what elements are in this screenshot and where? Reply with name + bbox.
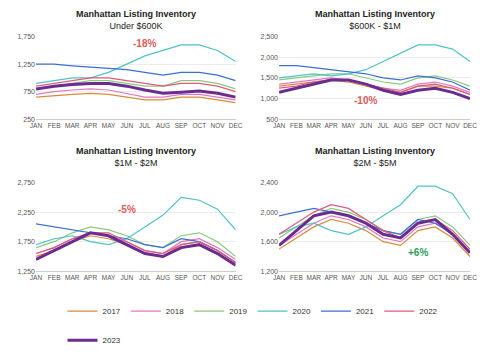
svg-text:2020: 2020 xyxy=(293,307,311,316)
svg-text:FEB: FEB xyxy=(48,122,61,129)
svg-text:APR: APR xyxy=(84,122,98,129)
svg-text:MAY: MAY xyxy=(102,274,116,281)
svg-text:JUN: JUN xyxy=(360,274,373,281)
svg-text:AUG: AUG xyxy=(394,274,408,281)
svg-text:JAN: JAN xyxy=(273,274,286,281)
svg-text:MAY: MAY xyxy=(342,274,356,281)
svg-text:DEC: DEC xyxy=(229,122,243,129)
svg-text:NOV: NOV xyxy=(210,274,225,281)
svg-text:1,200: 1,200 xyxy=(261,268,279,275)
svg-text:NOV: NOV xyxy=(446,274,461,281)
svg-text:+6%: +6% xyxy=(408,247,428,258)
svg-text:AUG: AUG xyxy=(394,122,408,129)
svg-text:JUL: JUL xyxy=(139,274,151,281)
svg-text:Manhattan Listing Inventory$60: Manhattan Listing Inventory$600K - $1M xyxy=(315,9,435,31)
svg-text:Manhattan Listing Inventory$1M: Manhattan Listing Inventory$1M - $2M xyxy=(76,146,196,168)
svg-text:-18%: -18% xyxy=(133,38,156,49)
svg-text:NOV: NOV xyxy=(210,122,225,129)
svg-text:SEP: SEP xyxy=(411,274,424,281)
svg-text:2,750: 2,750 xyxy=(17,179,35,186)
svg-text:OCT: OCT xyxy=(428,274,442,281)
svg-text:250: 250 xyxy=(23,116,35,123)
svg-text:SEP: SEP xyxy=(175,122,188,129)
svg-text:2,400: 2,400 xyxy=(261,179,279,186)
svg-text:JUL: JUL xyxy=(139,122,151,129)
svg-text:DEC: DEC xyxy=(463,122,477,129)
svg-text:2017: 2017 xyxy=(103,307,121,316)
svg-text:500: 500 xyxy=(266,116,278,123)
svg-text:MAR: MAR xyxy=(65,274,80,281)
svg-text:1,250: 1,250 xyxy=(17,268,35,275)
svg-text:APR: APR xyxy=(324,274,338,281)
svg-text:OCT: OCT xyxy=(192,274,206,281)
svg-text:2,250: 2,250 xyxy=(17,209,35,216)
svg-text:750: 750 xyxy=(23,88,35,95)
svg-text:JUN: JUN xyxy=(360,122,373,129)
svg-text:DEC: DEC xyxy=(463,274,477,281)
svg-text:FEB: FEB xyxy=(290,274,303,281)
svg-text:NOV: NOV xyxy=(446,122,461,129)
svg-text:MAR: MAR xyxy=(65,122,80,129)
svg-text:1,000: 1,000 xyxy=(261,95,279,102)
svg-text:2022: 2022 xyxy=(419,307,437,316)
svg-text:FEB: FEB xyxy=(290,122,303,129)
svg-text:JUL: JUL xyxy=(377,122,389,129)
svg-text:OCT: OCT xyxy=(192,122,206,129)
svg-text:AUG: AUG xyxy=(156,122,170,129)
svg-text:JAN: JAN xyxy=(273,122,286,129)
svg-text:1,250: 1,250 xyxy=(17,61,35,68)
svg-text:SEP: SEP xyxy=(411,122,424,129)
svg-text:-10%: -10% xyxy=(354,95,377,106)
svg-text:JUN: JUN xyxy=(120,122,133,129)
svg-text:JUN: JUN xyxy=(120,274,133,281)
svg-text:Manhattan Listing Inventory$2M: Manhattan Listing Inventory$2M - $5M xyxy=(315,146,435,168)
svg-text:2021: 2021 xyxy=(356,307,374,316)
svg-text:1,500: 1,500 xyxy=(261,74,279,81)
svg-text:SEP: SEP xyxy=(175,274,188,281)
svg-text:DEC: DEC xyxy=(229,274,243,281)
svg-text:APR: APR xyxy=(84,274,98,281)
svg-text:MAY: MAY xyxy=(342,122,356,129)
svg-text:2018: 2018 xyxy=(166,307,184,316)
svg-text:MAR: MAR xyxy=(307,122,322,129)
svg-text:2019: 2019 xyxy=(229,307,247,316)
svg-text:AUG: AUG xyxy=(156,274,170,281)
svg-text:JAN: JAN xyxy=(30,274,43,281)
svg-text:JAN: JAN xyxy=(30,122,43,129)
svg-text:2,500: 2,500 xyxy=(261,33,279,40)
svg-text:2,000: 2,000 xyxy=(261,209,279,216)
svg-text:1,750: 1,750 xyxy=(17,238,35,245)
svg-text:1,750: 1,750 xyxy=(17,33,35,40)
svg-text:APR: APR xyxy=(324,122,338,129)
svg-text:OCT: OCT xyxy=(428,122,442,129)
svg-text:2,000: 2,000 xyxy=(261,54,279,61)
svg-text:1,600: 1,600 xyxy=(261,238,279,245)
svg-text:FEB: FEB xyxy=(48,274,61,281)
svg-text:MAY: MAY xyxy=(102,122,116,129)
svg-text:JUL: JUL xyxy=(377,274,389,281)
svg-text:-5%: -5% xyxy=(118,204,136,215)
svg-text:Manhattan Listing InventoryUnd: Manhattan Listing InventoryUnder $600K xyxy=(76,9,196,31)
svg-text:2023: 2023 xyxy=(103,336,121,345)
svg-text:MAR: MAR xyxy=(307,274,322,281)
